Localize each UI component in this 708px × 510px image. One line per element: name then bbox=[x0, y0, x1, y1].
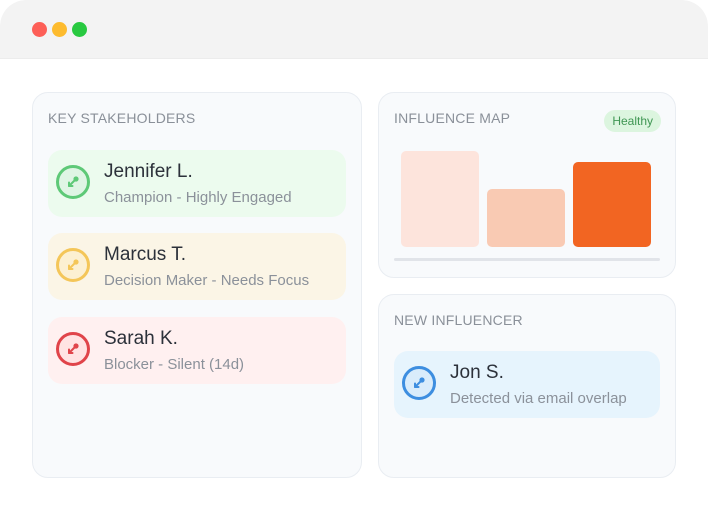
influence-bar-2 bbox=[487, 189, 565, 247]
stakeholder-name: Sarah K. bbox=[104, 328, 178, 349]
arrow-up-right-icon bbox=[56, 165, 90, 199]
window-titlebar bbox=[0, 0, 708, 59]
close-window-button[interactable] bbox=[32, 22, 47, 37]
stakeholder-status: Blocker - Silent (14d) bbox=[104, 356, 245, 373]
influencer-detail: Detected via email overlap bbox=[450, 390, 627, 407]
stakeholder-status: Champion - Highly Engaged bbox=[104, 189, 292, 206]
new-influencer-card[interactable]: Jon S. Detected via email overlap bbox=[394, 351, 660, 418]
new-influencer-panel: NEW INFLUENCER Jon S. Detected via email… bbox=[378, 294, 676, 478]
stakeholder-name: Marcus T. bbox=[104, 244, 187, 265]
influence-map-title: INFLUENCE MAP bbox=[394, 110, 511, 126]
minimize-window-button[interactable] bbox=[52, 22, 67, 37]
stakeholder-name: Jennifer L. bbox=[104, 161, 193, 182]
stakeholder-card-jennifer[interactable]: Jennifer L. Champion - Highly Engaged bbox=[48, 150, 346, 217]
stakeholder-card-sarah[interactable]: Sarah K. Blocker - Silent (14d) bbox=[48, 317, 346, 384]
arrow-up-right-icon bbox=[402, 366, 436, 400]
stakeholder-card-marcus[interactable]: Marcus T. Decision Maker - Needs Focus bbox=[48, 233, 346, 300]
key-stakeholders-panel: KEY STAKEHOLDERS Jennifer L. Champion - … bbox=[32, 92, 362, 478]
influencer-name: Jon S. bbox=[450, 362, 504, 383]
health-status-badge: Healthy bbox=[604, 110, 661, 132]
chart-baseline bbox=[394, 258, 660, 261]
arrow-up-right-icon bbox=[56, 332, 90, 366]
maximize-window-button[interactable] bbox=[72, 22, 87, 37]
influence-map-panel: INFLUENCE MAP Healthy bbox=[378, 92, 676, 278]
influence-bar-1 bbox=[401, 151, 479, 247]
stakeholder-status: Decision Maker - Needs Focus bbox=[104, 272, 310, 289]
influence-bar-3 bbox=[573, 162, 651, 247]
key-stakeholders-title: KEY STAKEHOLDERS bbox=[48, 110, 196, 126]
new-influencer-title: NEW INFLUENCER bbox=[394, 312, 523, 328]
arrow-up-right-icon bbox=[56, 248, 90, 282]
